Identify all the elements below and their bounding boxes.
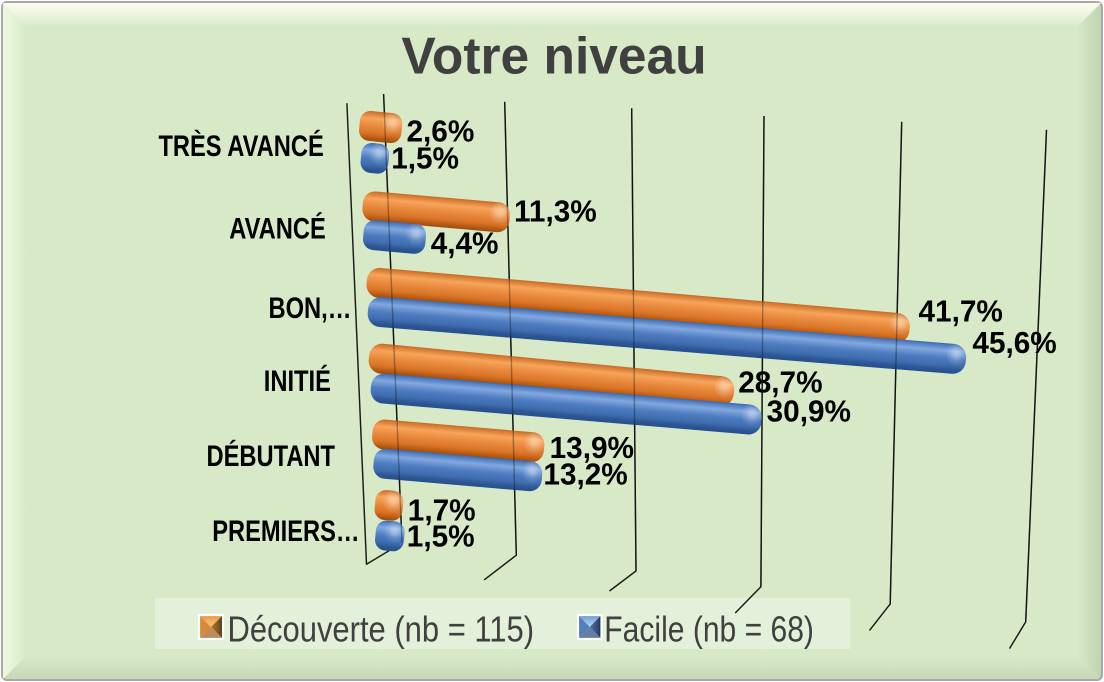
svg-text:1,5%: 1,5% [391,141,459,176]
svg-text:2,6%: 2,6% [407,114,475,149]
svg-text:BON,…: BON,… [268,292,351,325]
svg-text:13,2%: 13,2% [543,457,627,492]
svg-text:45,6%: 45,6% [972,325,1056,360]
svg-text:PREMIERS…: PREMIERS… [212,514,359,547]
svg-text:INITIÉ: INITIÉ [264,363,331,397]
svg-text:41,7%: 41,7% [919,294,1003,329]
svg-text:TRÈS AVANCÉ: TRÈS AVANCÉ [158,128,323,162]
svg-text:4,4%: 4,4% [431,226,499,261]
svg-text:Votre niveau: Votre niveau [401,27,706,85]
svg-text:DÉBUTANT: DÉBUTANT [206,438,335,472]
svg-text:1,5%: 1,5% [407,519,475,554]
svg-text:AVANCÉ: AVANCÉ [229,211,326,245]
svg-text:30,9%: 30,9% [767,394,851,429]
svg-text:11,3%: 11,3% [514,194,597,229]
svg-text:13,9%: 13,9% [550,430,634,465]
svg-text:Facile (nb = 68): Facile (nb = 68) [604,610,814,650]
svg-text:Découverte (nb = 115): Découverte (nb = 115) [228,610,535,650]
svg-text:1,7%: 1,7% [408,493,476,528]
svg-text:28,7%: 28,7% [738,365,822,400]
